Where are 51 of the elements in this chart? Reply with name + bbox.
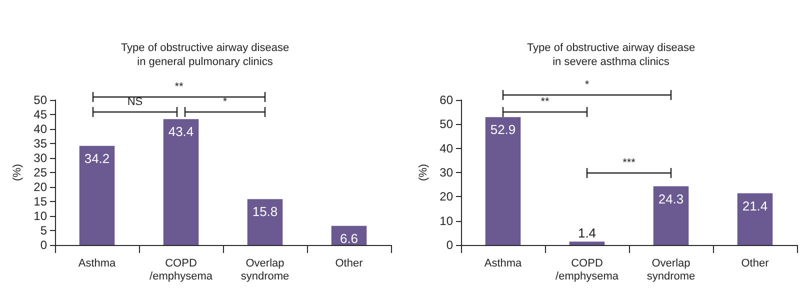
y-tick-label: 0 [446,238,454,252]
annotation: NS [127,96,143,108]
y-tick-label: 50 [440,117,454,132]
data-label: 6.6 [340,230,358,246]
x-tick-label: Overlap syndrome [240,258,290,282]
y-tick-label: 40 [440,141,454,156]
x-tick-label: Asthma [484,258,523,270]
chart-title: Type of obstructive airway disease in general pulmonary clinics [120,42,290,68]
y-tick-label: 20 [34,180,48,194]
x-tick-label: Other [741,258,770,270]
bar [569,242,605,245]
y-tick-label: 20 [440,190,454,204]
y-tick-label: 50 [34,93,48,107]
y-tick-label: 10 [34,209,48,223]
bar [653,186,689,245]
y-tick-label: 0 [40,238,48,252]
y-tick-label: 10 [440,214,454,228]
x-tick-label: Other [335,258,364,270]
data-label: 34.2 [84,150,110,166]
annotation: * [222,96,228,108]
annotation: *** [622,156,636,168]
y-tick-label: 30 [34,151,48,165]
text: * [584,79,590,92]
y-tick-label: 60 [440,93,454,107]
text: ** [174,81,184,94]
data-label: 1.4 [578,226,596,241]
bar [163,119,199,245]
bar [247,199,283,245]
y-tick-label: 35 [34,136,48,150]
x-tick-label: Asthma [78,258,117,270]
y-tick-label: 45 [34,108,48,122]
y-tick-label: 25 [34,166,48,180]
data-label: 52.9 [490,122,516,138]
y-tick-label: 5 [40,224,48,238]
x-tick-label: COPD /emphysema [556,258,620,282]
y-tick-label: 40 [34,122,48,136]
chart-title: Type of obstructive airway disease in severe asthma clinics [526,42,696,68]
annotation: ** [540,96,550,108]
x-tick-label: Overlap syndrome [646,258,696,282]
y-tick-label: 30 [440,166,454,180]
bar [79,146,115,245]
data-label: 43.4 [168,124,194,140]
bar [737,193,773,245]
y-axis-title: (%) [11,164,24,182]
x-tick-label: COPD /emphysema [150,258,214,282]
bar [485,117,521,245]
y-axis-title: (%) [417,164,430,182]
y-tick-label: 15 [34,194,48,208]
data-label: 21.4 [742,198,768,214]
data-label: 15.8 [252,204,278,220]
data-label: 24.3 [658,191,684,206]
